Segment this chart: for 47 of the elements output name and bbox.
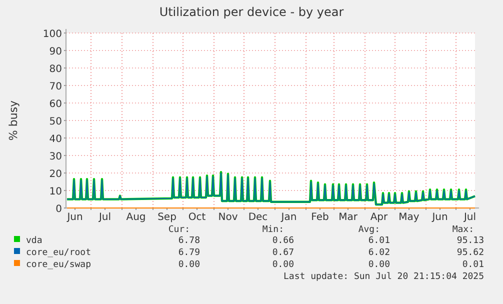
text: 6.02 — [368, 248, 390, 258]
text: 0.00 — [368, 260, 390, 270]
x-tick-label: Sep — [158, 212, 176, 223]
y-tick-label: 100 — [42, 29, 62, 40]
x-tick-label: Jul — [462, 212, 476, 223]
text: 0.66 — [272, 236, 294, 246]
text: Max: — [452, 225, 474, 235]
text: 95.62 — [456, 248, 484, 258]
y-tick-label: 40 — [49, 134, 62, 145]
text: Cur: — [168, 225, 190, 235]
x-tick-label: Dec — [248, 212, 268, 223]
text: 0.67 — [272, 248, 294, 258]
text: Min: — [262, 225, 284, 235]
y-tick-label: 30 — [49, 152, 62, 162]
text: 6.01 — [368, 236, 390, 246]
legend-label: core_eu/swap — [26, 260, 92, 270]
x-tick-label: Jun — [431, 212, 448, 223]
y-axis-title: % busy — [7, 100, 20, 141]
y-tick-label: 60 — [49, 99, 62, 110]
text: 95.13 — [456, 236, 484, 246]
x-tick-label: Jul — [98, 212, 112, 223]
text: Avg: — [358, 225, 380, 235]
text: 6.78 — [178, 236, 200, 246]
legend-label: vda — [26, 236, 42, 246]
x-tick-label: Aug — [126, 212, 146, 223]
text: Last update: Sun Jul 20 21:15:04 2025 — [284, 272, 484, 282]
x-tick-label: Nov — [218, 212, 238, 223]
chart-title: Utilization per device - by year — [159, 5, 344, 19]
y-tick-label: 0 — [56, 204, 62, 215]
x-tick-label: Mar — [338, 212, 358, 223]
x-tick-label: Oct — [188, 212, 206, 223]
y-tick-label: 50 — [49, 116, 62, 128]
y-tick-label: 70 — [49, 82, 62, 92]
text: 0.01 — [462, 260, 484, 270]
x-tick-label: Feb — [311, 212, 329, 223]
y-tick-label: 10 — [49, 186, 62, 198]
y-tick-label: 90 — [49, 46, 62, 58]
text: 0.00 — [272, 260, 294, 270]
text: 6.79 — [178, 248, 200, 258]
legend-label: core_eu/root — [26, 248, 92, 258]
x-tick-label: May — [398, 212, 420, 223]
y-tick-label: 80 — [49, 64, 62, 75]
x-tick-label: Apr — [370, 212, 389, 223]
y-tick-label: 20 — [49, 169, 62, 180]
x-tick-label: Jan — [280, 212, 297, 223]
x-tick-label: Jun — [66, 212, 83, 223]
text: 0.00 — [178, 260, 200, 270]
